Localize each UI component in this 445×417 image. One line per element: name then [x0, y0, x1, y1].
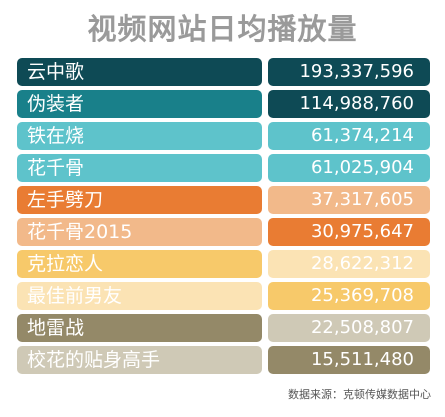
data-source-note: 数据来源：克顿传媒数据中心: [288, 388, 431, 401]
table-row: 左手劈刀 37,317,605: [0, 186, 445, 214]
row-value: 114,988,760: [268, 90, 430, 118]
table-row: 花千骨2015 30,975,647: [0, 218, 445, 246]
table-row: 克拉恋人 28,622,312: [0, 250, 445, 278]
row-value: 30,975,647: [268, 218, 430, 246]
table-row: 校花的贴身高手 15,511,480: [0, 346, 445, 374]
table-row: 地雷战 22,508,807: [0, 314, 445, 342]
row-name: 克拉恋人: [17, 250, 262, 278]
table-row: 铁在烧 61,374,214: [0, 122, 445, 150]
table-row: 云中歌 193,337,596: [0, 58, 445, 86]
table-row: 伪装者 114,988,760: [0, 90, 445, 118]
row-value: 193,337,596: [268, 58, 430, 86]
row-name: 左手劈刀: [17, 186, 262, 214]
row-value: 15,511,480: [268, 346, 430, 374]
row-value: 25,369,708: [268, 282, 430, 310]
row-name: 校花的贴身高手: [17, 346, 262, 374]
row-value: 37,317,605: [268, 186, 430, 214]
row-name: 地雷战: [17, 314, 262, 342]
row-value: 61,374,214: [268, 122, 430, 150]
row-value: 61,025,904: [268, 154, 430, 182]
row-name: 云中歌: [17, 58, 262, 86]
table-row: 最佳前男友 25,369,708: [0, 282, 445, 310]
row-name: 花千骨: [17, 154, 262, 182]
row-value: 28,622,312: [268, 250, 430, 278]
row-name: 伪装者: [17, 90, 262, 118]
chart-title: 视频网站日均播放量: [87, 12, 358, 46]
row-name: 铁在烧: [17, 122, 262, 150]
row-value: 22,508,807: [268, 314, 430, 342]
row-name: 最佳前男友: [17, 282, 262, 310]
row-name: 花千骨2015: [17, 218, 262, 246]
table-row: 花千骨 61,025,904: [0, 154, 445, 182]
